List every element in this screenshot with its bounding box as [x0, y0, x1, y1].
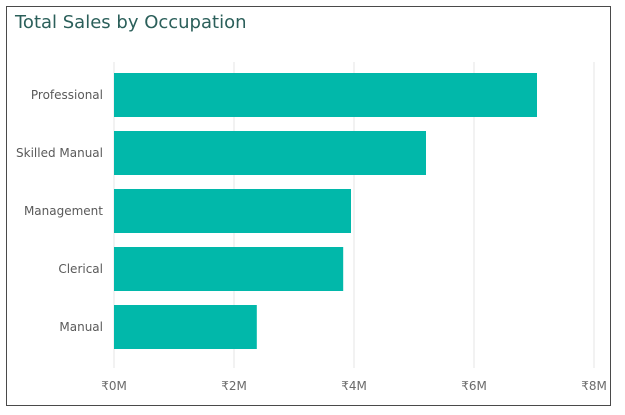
category-label: Professional [31, 88, 103, 102]
category-label: Clerical [58, 262, 103, 276]
chart-title: Total Sales by Occupation [15, 12, 247, 33]
bar-professional[interactable] [114, 73, 537, 117]
x-tick-label: ₹6M [461, 379, 487, 393]
bar-skilled-manual[interactable] [114, 131, 426, 175]
bar-management[interactable] [114, 189, 351, 233]
x-tick-label: ₹0M [101, 379, 127, 393]
x-tick-label: ₹2M [221, 379, 247, 393]
bar-manual[interactable] [114, 305, 257, 349]
category-label: Management [24, 204, 103, 218]
x-tick-label: ₹4M [341, 379, 367, 393]
category-label: Skilled Manual [16, 146, 103, 160]
x-tick-label: ₹8M [581, 379, 607, 393]
category-label: Manual [59, 320, 103, 334]
bar-clerical[interactable] [114, 247, 344, 291]
